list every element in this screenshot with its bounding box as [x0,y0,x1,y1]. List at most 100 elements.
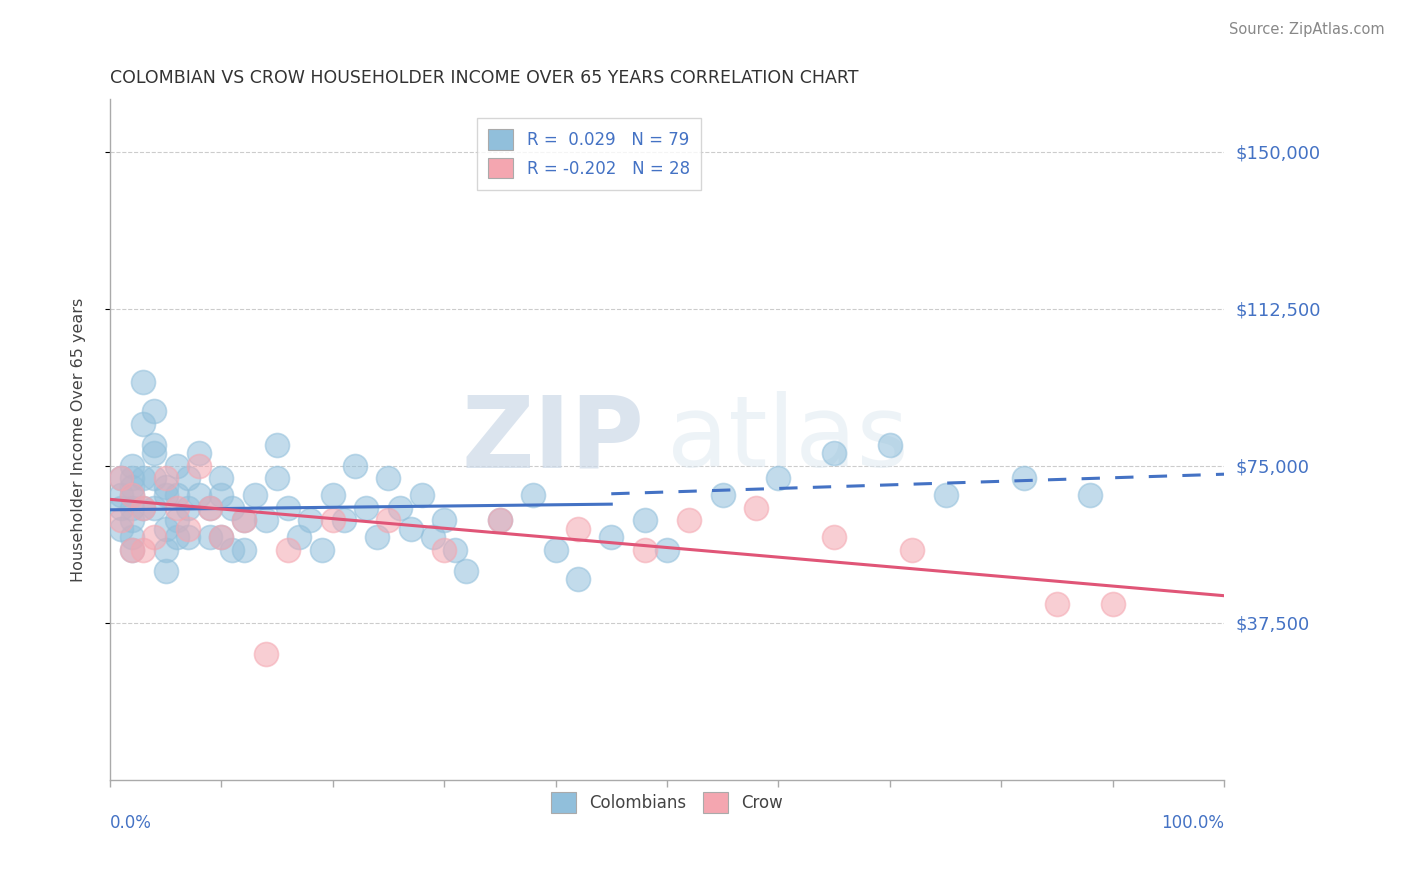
Point [209,471,232,485]
Point [243,488,266,502]
Point [333,513,356,527]
Point [143,446,166,460]
Point [110,500,132,515]
Point [121,542,143,557]
Point [823,446,845,460]
Text: 100.0%: 100.0% [1161,814,1225,832]
Point [311,542,333,557]
Point [121,500,143,515]
Point [177,530,200,544]
Point [132,500,155,515]
Point [343,458,366,473]
Point [110,471,132,485]
Point [143,530,166,544]
Point [254,513,277,527]
Point [567,522,589,536]
Point [277,542,299,557]
Point [155,542,177,557]
Point [444,542,467,557]
Point [823,530,845,544]
Point [188,458,211,473]
Point [1046,597,1069,611]
Point [143,404,166,418]
Point [678,513,700,527]
Point [232,513,254,527]
Point [121,542,143,557]
Point [121,480,143,494]
Point [121,471,143,485]
Point [422,530,444,544]
Point [544,542,567,557]
Point [266,471,288,485]
Point [433,513,456,527]
Text: Source: ZipAtlas.com: Source: ZipAtlas.com [1229,22,1385,37]
Point [166,458,188,473]
Point [879,438,901,452]
Point [322,488,344,502]
Point [177,500,200,515]
Point [155,522,177,536]
Point [166,530,188,544]
Legend: Colombians, Crow: Colombians, Crow [544,786,790,820]
Point [209,530,232,544]
Point [745,500,768,515]
Point [188,488,211,502]
Point [177,471,200,485]
Point [121,458,143,473]
Point [132,417,155,431]
Text: ZIP: ZIP [461,391,645,488]
Point [155,471,177,485]
Point [110,522,132,536]
Text: atlas: atlas [666,391,908,488]
Text: COLOMBIAN VS CROW HOUSEHOLDER INCOME OVER 65 YEARS CORRELATION CHART: COLOMBIAN VS CROW HOUSEHOLDER INCOME OVE… [110,69,858,87]
Point [198,530,221,544]
Point [655,542,678,557]
Point [166,500,188,515]
Point [209,530,232,544]
Point [198,500,221,515]
Point [288,530,311,544]
Point [166,513,188,527]
Point [322,513,344,527]
Point [489,513,512,527]
Point [411,488,433,502]
Point [221,500,243,515]
Point [121,488,143,502]
Point [377,471,399,485]
Point [132,500,155,515]
Point [132,375,155,389]
Point [266,438,288,452]
Point [232,542,254,557]
Point [433,542,456,557]
Point [299,513,322,527]
Point [132,471,155,485]
Point [110,513,132,527]
Y-axis label: Householder Income Over 65 years: Householder Income Over 65 years [72,298,86,582]
Point [121,530,143,544]
Point [110,471,132,485]
Point [634,542,657,557]
Point [934,488,956,502]
Point [121,513,143,527]
Point [600,530,623,544]
Point [221,542,243,557]
Point [232,513,254,527]
Point [143,471,166,485]
Point [198,500,221,515]
Point [768,471,790,485]
Point [143,438,166,452]
Point [377,513,399,527]
Point [522,488,544,502]
Point [1101,597,1123,611]
Point [399,522,422,536]
Point [354,500,377,515]
Point [277,500,299,515]
Point [166,488,188,502]
Point [366,530,388,544]
Point [177,522,200,536]
Point [1012,471,1035,485]
Point [143,500,166,515]
Point [132,542,155,557]
Point [1080,488,1102,502]
Point [388,500,411,515]
